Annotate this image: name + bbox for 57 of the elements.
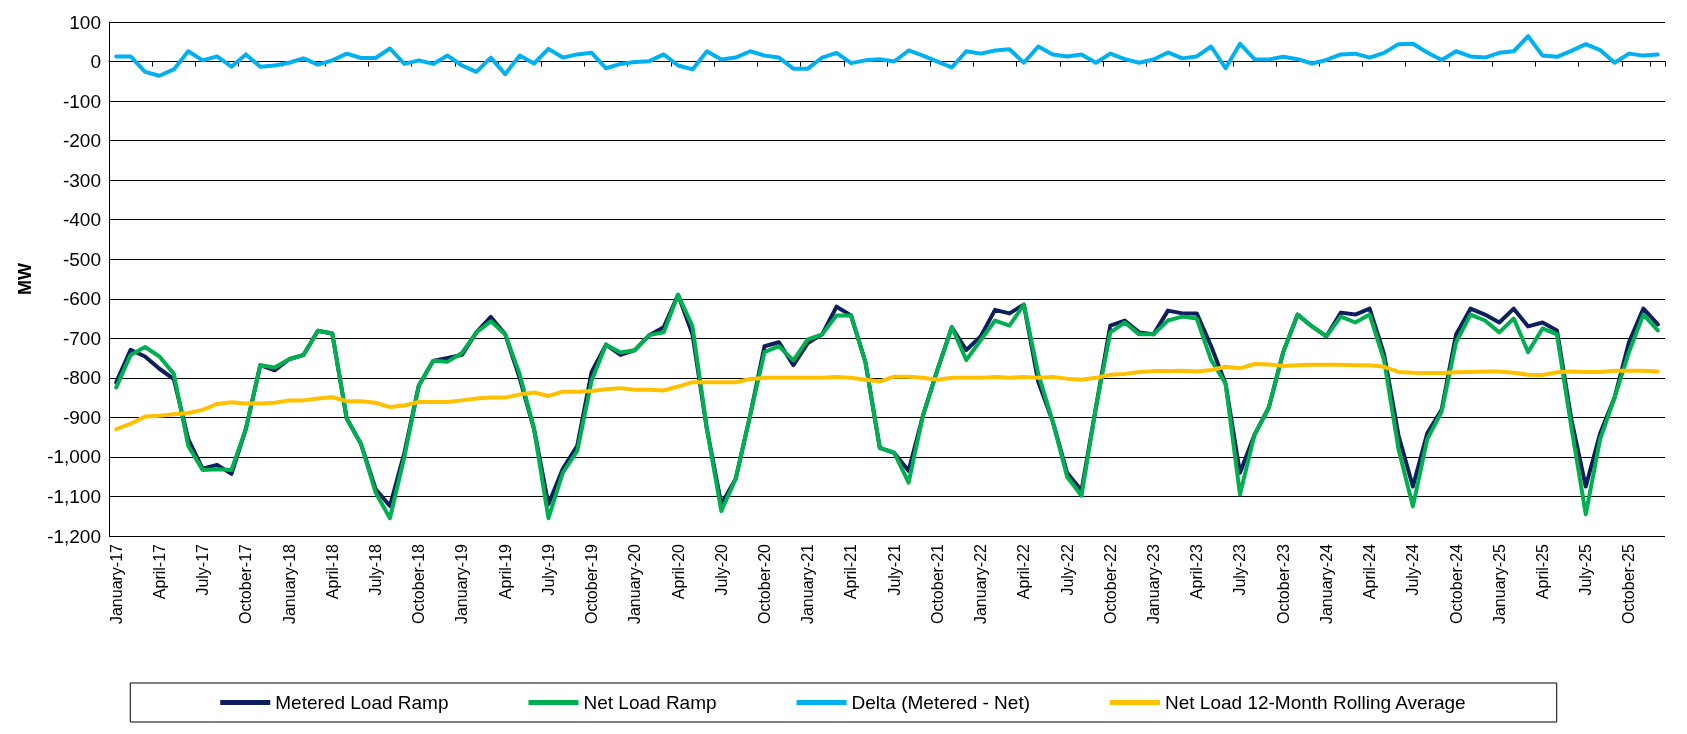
x-tick-label: April-23 xyxy=(1188,543,1206,600)
x-tick-label: January-21 xyxy=(799,543,817,625)
x-tick-label: July-20 xyxy=(712,543,730,596)
y-tick-label: -800 xyxy=(62,367,101,389)
x-tick-label: January-17 xyxy=(107,543,125,625)
x-tick-label: July-18 xyxy=(367,543,385,596)
x-tick-label: April-17 xyxy=(150,543,168,600)
line-series xyxy=(114,362,1660,432)
x-tick-label: April-20 xyxy=(669,543,687,600)
y-tick-label: -400 xyxy=(62,209,101,231)
x-tick-label: January-25 xyxy=(1490,543,1508,625)
legend-label: Net Load 12-Month Rolling Average xyxy=(1165,692,1466,713)
y-tick-label: -700 xyxy=(62,327,101,349)
y-tick-label: -1,200 xyxy=(47,525,101,547)
x-tick-label: October-19 xyxy=(583,543,601,625)
y-tick-label: -100 xyxy=(62,90,101,112)
x-tick-label: January-23 xyxy=(1145,543,1163,625)
x-tick-label: October-18 xyxy=(410,543,428,625)
y-tick-label: 0 xyxy=(90,51,101,73)
x-tick-label: October-23 xyxy=(1274,543,1292,625)
y-tick-label: 100 xyxy=(69,11,101,33)
y-tick-label: -1,000 xyxy=(47,446,101,468)
x-tick-label: January-24 xyxy=(1317,543,1335,625)
x-tick-label: July-22 xyxy=(1058,543,1076,596)
x-tick-label: January-18 xyxy=(280,543,298,625)
legend-label: Net Load Ramp xyxy=(583,692,717,713)
x-tick-label: January-19 xyxy=(453,543,471,625)
y-tick-label: -500 xyxy=(62,248,101,270)
x-tick-label: October-25 xyxy=(1620,543,1638,625)
x-tick-label: April-19 xyxy=(496,543,514,600)
x-tick-label: July-23 xyxy=(1231,543,1249,596)
x-tick-label: January-20 xyxy=(626,543,644,625)
x-tick-label: July-17 xyxy=(194,543,212,596)
y-tick-label: -900 xyxy=(62,406,101,428)
x-tick-label: April-18 xyxy=(323,543,341,600)
x-tick-label: July-24 xyxy=(1404,543,1422,596)
line-series xyxy=(114,34,1660,78)
y-tick-label: -300 xyxy=(62,169,101,191)
x-tick-label: October-20 xyxy=(756,543,774,625)
x-tick-label: October-21 xyxy=(928,543,946,625)
x-tick-label: January-22 xyxy=(972,543,990,625)
x-tick-label: April-22 xyxy=(1015,543,1033,600)
legend-label: Delta (Metered - Net) xyxy=(851,692,1031,713)
x-tick-label: October-17 xyxy=(237,543,255,625)
y-tick-label: -200 xyxy=(62,130,101,152)
x-tick-label: October-22 xyxy=(1101,543,1119,625)
x-tick-label: July-19 xyxy=(539,543,557,596)
y-axis-title: MW xyxy=(15,263,35,295)
x-tick-label: April-25 xyxy=(1534,543,1552,600)
y-tick-label: -1,100 xyxy=(47,485,101,507)
x-tick-label: July-21 xyxy=(885,543,903,596)
x-tick-label: April-21 xyxy=(842,543,860,600)
legend-label: Metered Load Ramp xyxy=(275,692,449,713)
x-tick-label: July-25 xyxy=(1577,543,1595,596)
x-tick-label: October-24 xyxy=(1447,543,1465,625)
y-tick-label: -600 xyxy=(62,288,101,310)
x-tick-label: April-24 xyxy=(1361,543,1379,600)
